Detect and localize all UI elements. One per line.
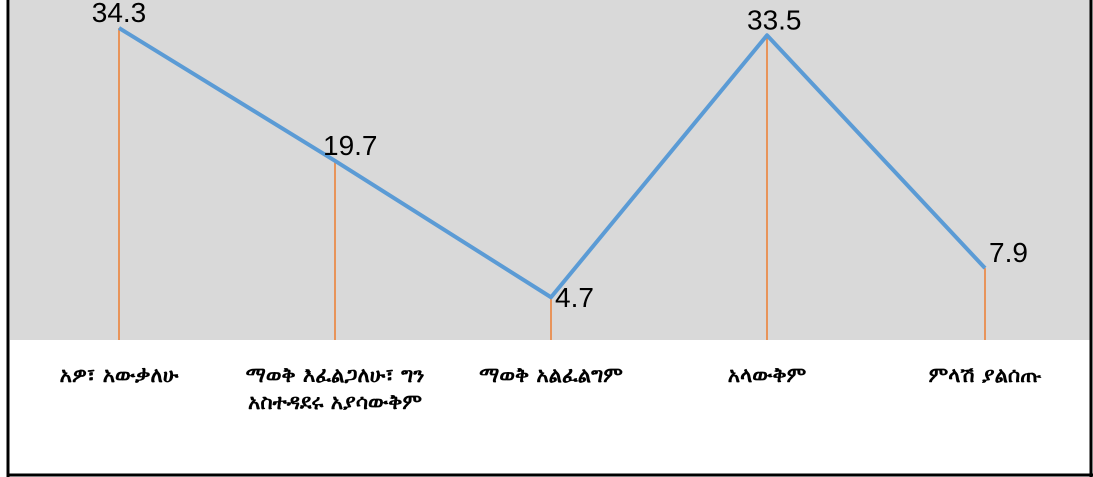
series-line	[117, 26, 987, 300]
category-label-5: ምላሽ ያልሰጡ	[928, 363, 1042, 387]
data-label-4: 33.5	[747, 4, 802, 35]
category-label-4: አላውቅም	[727, 363, 807, 387]
data-label-2: 19.7	[323, 130, 378, 161]
data-label-3: 4.7	[555, 282, 594, 313]
data-label-1: 34.3	[92, 0, 147, 28]
plot-area	[10, 0, 1090, 340]
data-label-5: 7.9	[989, 237, 1028, 268]
category-label-2: ማወቅ እፈልጋለሁ፣ ግን አስተዳደሩ አያሳውቅም	[245, 363, 425, 414]
category-label-3: ማወቅ አልፈልግም	[479, 363, 623, 387]
category-label-1: አዎ፣ አውቃለሁ	[59, 363, 179, 387]
